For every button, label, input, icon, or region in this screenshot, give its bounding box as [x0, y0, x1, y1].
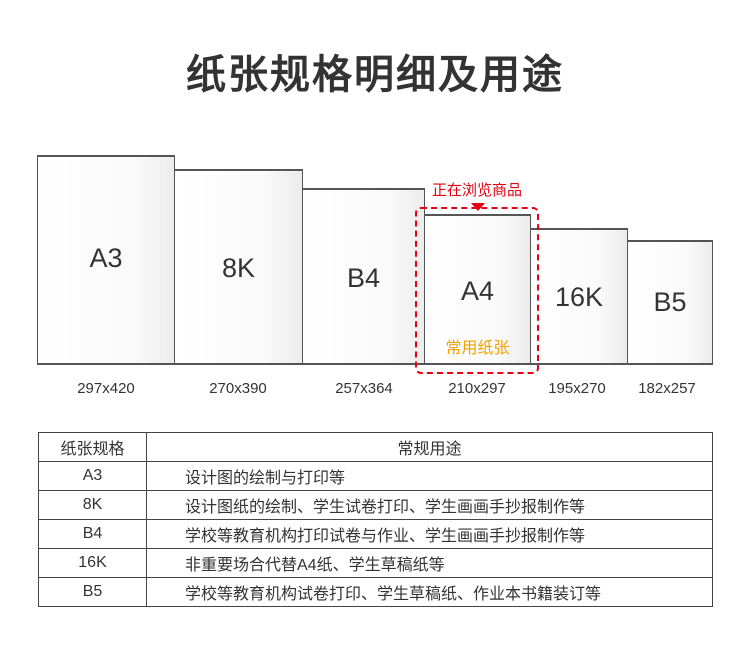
paper-b4: B4	[302, 188, 425, 364]
paper-name: B4	[346, 263, 381, 293]
common-paper-label: 常用纸张	[445, 340, 510, 357]
down-arrow-icon	[471, 203, 485, 211]
table-row: B4 学校等教育机构打印试卷与作业、学生画画手抄报制作等	[38, 519, 713, 549]
paper-size: 257x364	[335, 380, 393, 397]
table-row: B5 学校等教育机构试卷打印、学生草稿纸、作业本书籍装订等	[38, 577, 713, 607]
table-row: A3 设计图的绘制与打印等	[38, 461, 713, 491]
paper-a4: A4 常用纸张	[424, 214, 531, 364]
table-row: 8K 设计图纸的绘制、学生试卷打印、学生画画手抄报制作等	[38, 490, 713, 520]
paper-b5: B5	[627, 240, 713, 364]
paper-size: 297x420	[77, 380, 135, 397]
usage-table: 纸张规格 常规用途 A3 设计图的绘制与打印等 8K 设计图纸的绘制、学生试卷打印、…	[38, 432, 713, 607]
paper-size: 210x297	[448, 380, 506, 397]
cell-spec: B5	[38, 577, 147, 607]
baseline	[37, 363, 713, 365]
paper-8k: 8K	[174, 169, 303, 364]
cell-usage: 设计图纸的绘制、学生试卷打印、学生画画手抄报制作等	[146, 490, 713, 520]
header-usage: 常规用途	[146, 432, 713, 462]
cell-usage: 学校等教育机构试卷打印、学生草稿纸、作业本书籍装订等	[146, 577, 713, 607]
cell-spec: 16K	[38, 548, 147, 578]
table-header: 纸张规格 常规用途	[38, 432, 713, 462]
paper-a3: A3	[37, 155, 175, 364]
browsing-label: 正在浏览商品	[431, 182, 522, 199]
paper-size: 182x257	[638, 380, 696, 397]
paper-name: 16K	[554, 282, 604, 312]
cell-usage: 非重要场合代替A4纸、学生草稿纸等	[146, 548, 713, 578]
page-title: 纸张规格明细及用途	[186, 53, 564, 97]
table-row: 16K 非重要场合代替A4纸、学生草稿纸等	[38, 548, 713, 578]
cell-usage: 设计图的绘制与打印等	[146, 461, 713, 491]
header-spec: 纸张规格	[38, 432, 147, 462]
paper-name: A3	[89, 243, 123, 273]
paper-name: 8K	[221, 253, 256, 283]
paper-size: 195x270	[548, 380, 606, 397]
paper-name: B5	[653, 287, 687, 317]
current-item-highlight	[415, 207, 539, 374]
paper-name: A4	[460, 276, 495, 306]
cell-spec: 8K	[38, 490, 147, 520]
cell-spec: A3	[38, 461, 147, 491]
paper-16k: 16K	[530, 228, 628, 364]
cell-spec: B4	[38, 519, 147, 549]
paper-size: 270x390	[209, 380, 267, 397]
cell-usage: 学校等教育机构打印试卷与作业、学生画画手抄报制作等	[146, 519, 713, 549]
